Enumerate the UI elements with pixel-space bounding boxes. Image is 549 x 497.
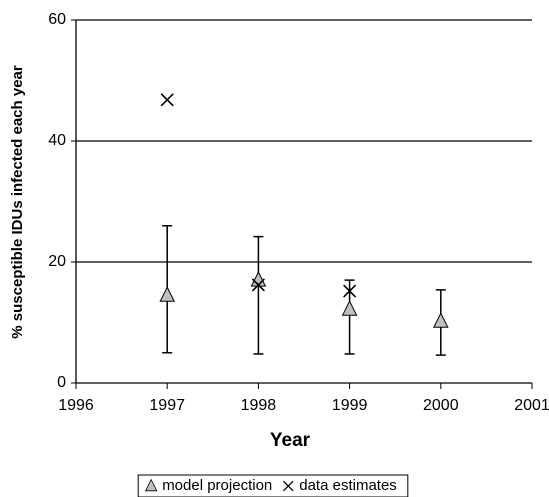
x-axis-label: Year xyxy=(270,430,311,451)
y-tick-label: 20 xyxy=(48,253,66,270)
point xyxy=(432,312,449,328)
error-bar xyxy=(253,235,264,355)
x-tick-label: 1997 xyxy=(149,397,185,414)
y-tick-label: 40 xyxy=(48,132,66,149)
x-tick-label: 2001 xyxy=(514,397,549,414)
x-tick-label: 1998 xyxy=(241,397,277,414)
legend-label: data estimates xyxy=(299,477,397,494)
x-tick-label: 1999 xyxy=(332,397,368,414)
point xyxy=(250,271,267,287)
legend-marker xyxy=(144,478,158,492)
y-axis-label: % susceptible IDUs infected each year xyxy=(9,65,26,339)
legend-box xyxy=(137,474,409,497)
point xyxy=(343,284,357,298)
point xyxy=(251,278,265,292)
legend-label: model projection xyxy=(162,477,272,494)
y-tick-label: 60 xyxy=(48,11,66,28)
legend-marker xyxy=(282,480,294,492)
y-tick-label: 0 xyxy=(57,374,66,391)
point xyxy=(159,286,176,302)
x-tick-label: 2000 xyxy=(423,397,459,414)
point xyxy=(160,93,174,107)
x-tick-label: 1996 xyxy=(58,397,94,414)
legend: model projection data estimates xyxy=(137,474,409,497)
point xyxy=(341,300,358,316)
error-bar xyxy=(344,279,355,355)
